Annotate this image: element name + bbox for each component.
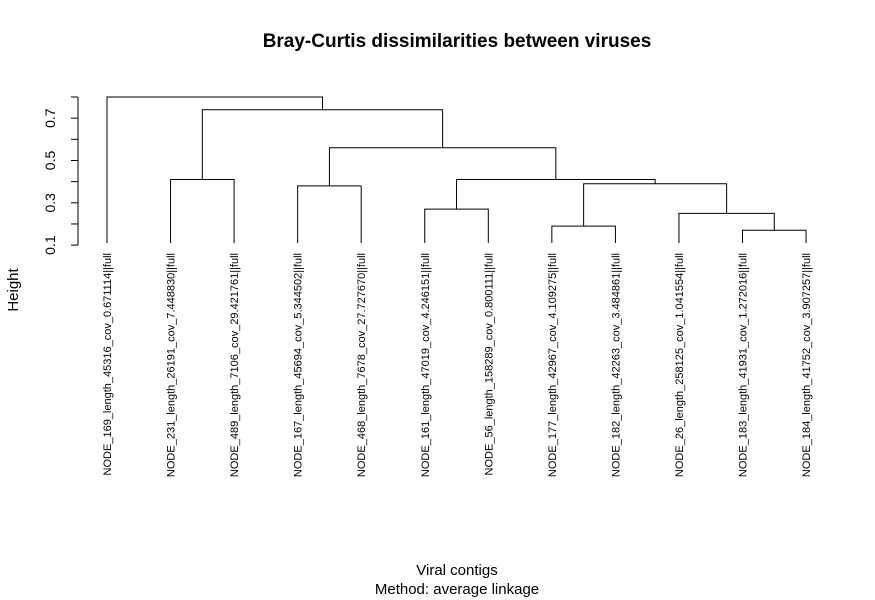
x-axis-label: Viral contigs [416, 562, 497, 579]
leaf-label: NODE_161_length_47019_cov_4.246151||full [420, 253, 432, 477]
leaf-label: NODE_231_length_26191_cov_7.448830||full [166, 253, 178, 477]
merge-link [742, 229, 807, 243]
leaf-label: NODE_183_length_41931_cov_1.272016||full [738, 253, 750, 477]
leaf-label: NODE_56_length_158289_cov_0.800111||full [483, 253, 495, 475]
merge-link [456, 179, 656, 210]
merge-link [106, 96, 323, 243]
merge-link [551, 225, 616, 243]
y-tick-label: 0.1 [42, 235, 58, 255]
merge-link [201, 109, 444, 180]
leaf-labels: NODE_169_length_45316_cov_0.671114||full… [102, 253, 813, 477]
leaf-label: NODE_167_length_45694_cov_5.344502||full [293, 253, 305, 477]
leaf-label: NODE_184_length_41752_cov_3.907257||full [801, 253, 813, 477]
y-axis-label: Height [5, 267, 22, 311]
merge-link [297, 185, 362, 243]
leaf-label: NODE_169_length_45316_cov_0.671114||full [102, 253, 114, 475]
chart-title: Bray-Curtis dissimilarities between viru… [263, 31, 652, 52]
y-tick-label: 0.5 [42, 151, 58, 171]
chart-subtitle: Method: average linkage [375, 581, 539, 598]
y-tick-label: 0.3 [42, 193, 58, 213]
leaf-label: NODE_468_length_7678_cov_27.727670||full [356, 253, 368, 477]
y-axis: 0.1 0.3 0.5 0.7 [42, 96, 79, 255]
merge-link [424, 208, 489, 243]
merge-link [583, 183, 728, 227]
leaf-label: NODE_182_length_42263_cov_3.484861||full [610, 253, 622, 477]
merge-link [678, 212, 775, 243]
y-tick-label: 0.7 [42, 108, 58, 128]
leaf-label: NODE_489_length_7106_cov_29.421761||full [229, 253, 241, 477]
dendrogram-tree [106, 96, 807, 243]
leaf-label: NODE_177_length_42967_cov_4.109275||full [547, 253, 559, 477]
leaf-label: NODE_26_length_258125_cov_1.041554||full [674, 253, 686, 477]
merge-link [328, 147, 557, 186]
merge-link [170, 179, 235, 243]
